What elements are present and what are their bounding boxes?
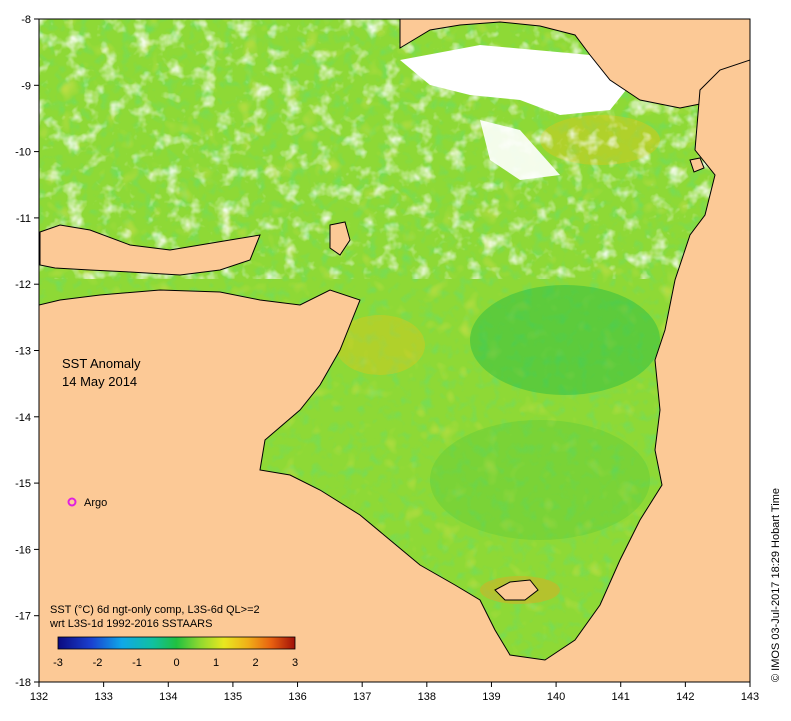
y-tick-label: -8 [21,14,31,26]
x-tick-label: 143 [741,691,759,703]
x-axis: 132 133 134 135 136 137 138 139 140 141 142 143 [30,682,759,703]
imos-credit: © IMOS 03-Jul-2017 18:29 Hobart Time [770,488,782,682]
colorbar-tick-label: -1 [132,657,142,669]
y-tick-label: -16 [15,544,31,556]
colorbar-legend: SST (°C) 6d ngt-only comp, L3S-6d QL>=2 … [49,604,298,669]
x-tick-label: 137 [353,691,371,703]
x-tick-label: 139 [482,691,500,703]
y-tick-label: -11 [16,213,31,225]
legend-line2: wrt L3S-1d 1992-2016 SSTAARS [49,618,212,630]
argo-label: Argo [84,497,107,509]
x-tick-label: 132 [30,691,48,703]
colorbar-tick-label: -3 [53,657,63,669]
y-tick-label: -13 [15,346,31,358]
y-axis: -8 -9 -10 -11 -12 -13 -14 -15 -16 -17 -18 [15,14,39,689]
x-tick-label: 140 [547,691,565,703]
colorbar-tick-label: 0 [173,657,179,669]
y-tick-label: -18 [15,677,31,689]
argo-float-marker: Argo [67,497,107,509]
x-tick-label: 135 [224,691,242,703]
colorbar-tick-label: 3 [292,657,298,669]
y-tick-label: -14 [15,412,31,424]
colorbar [57,636,296,650]
y-tick-label: -9 [21,80,31,92]
y-tick-label: -17 [15,611,31,623]
map-title-line2: 14 May 2014 [62,374,137,389]
y-tick-label: -15 [15,478,31,490]
y-tick-label: -12 [15,279,31,291]
x-tick-label: 141 [612,691,630,703]
x-tick-label: 142 [676,691,694,703]
map-title-line1: SST Anomaly [62,356,141,371]
colorbar-tick-label: 1 [213,657,219,669]
argo-circle-icon [67,497,77,507]
legend-line1: SST (°C) 6d ngt-only comp, L3S-6d QL>=2 [50,604,260,616]
colorbar-tick-label: -2 [93,657,103,669]
x-tick-label: 133 [94,691,112,703]
land-masses [39,19,750,682]
y-tick-label: -10 [15,147,31,159]
x-tick-label: 138 [418,691,436,703]
colorbar-tick-label: 2 [252,657,258,669]
x-tick-label: 134 [159,691,177,703]
x-tick-label: 136 [288,691,306,703]
